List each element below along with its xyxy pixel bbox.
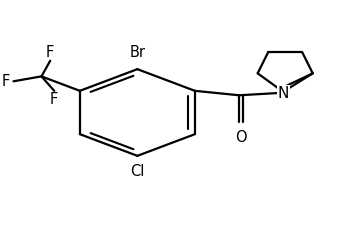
Text: O: O <box>235 130 247 145</box>
Text: Cl: Cl <box>130 164 145 179</box>
Text: F: F <box>2 74 10 89</box>
Text: N: N <box>278 86 289 101</box>
Text: F: F <box>46 45 54 60</box>
Text: F: F <box>50 92 58 107</box>
Text: N: N <box>278 86 289 101</box>
Text: Br: Br <box>130 45 145 60</box>
